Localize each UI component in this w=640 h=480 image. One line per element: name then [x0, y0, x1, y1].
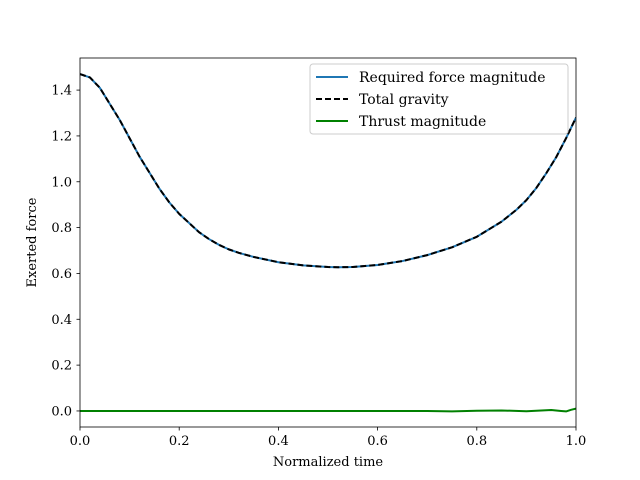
x-tick-label: 0.4	[268, 434, 289, 449]
series-line-2	[80, 73, 576, 269]
y-tick-label: 0.0	[51, 404, 72, 419]
x-axis-label: Normalized time	[273, 455, 384, 470]
series-line-3	[80, 407, 576, 413]
y-tick-label: 1.4	[51, 84, 72, 99]
x-tick-label: 0.6	[367, 434, 388, 449]
legend: Required force magnitude Total gravity Thr…	[309, 63, 569, 135]
legend-entry: Required force magnitude	[359, 70, 546, 86]
legend-entry: Thrust magnitude	[359, 114, 486, 130]
y-tick-label: 0.2	[51, 359, 72, 374]
y-tick-label: 0.6	[51, 267, 72, 282]
y-tick-label: 0.4	[51, 313, 72, 328]
plot-lines	[80, 73, 576, 413]
x-tick-label: 0.0	[70, 434, 91, 449]
legend-box	[309, 63, 569, 135]
x-tick-label: 0.8	[466, 434, 487, 449]
y-axis-label: Exerted force	[25, 197, 40, 287]
y-axis: 0.0 0.2 0.4 0.6 0.8 1.0 1.2 1.4	[51, 84, 80, 419]
legend-entry: Total gravity	[359, 92, 449, 108]
x-axis: 0.0 0.2 0.4 0.6 0.8 1.0	[70, 427, 587, 449]
x-tick-label: 0.2	[169, 434, 190, 449]
y-tick-label: 1.2	[51, 129, 72, 144]
x-tick-label: 1.0	[566, 434, 587, 449]
y-tick-label: 1.0	[51, 175, 72, 190]
plot-frame	[79, 57, 577, 428]
y-tick-label: 0.8	[51, 221, 72, 236]
